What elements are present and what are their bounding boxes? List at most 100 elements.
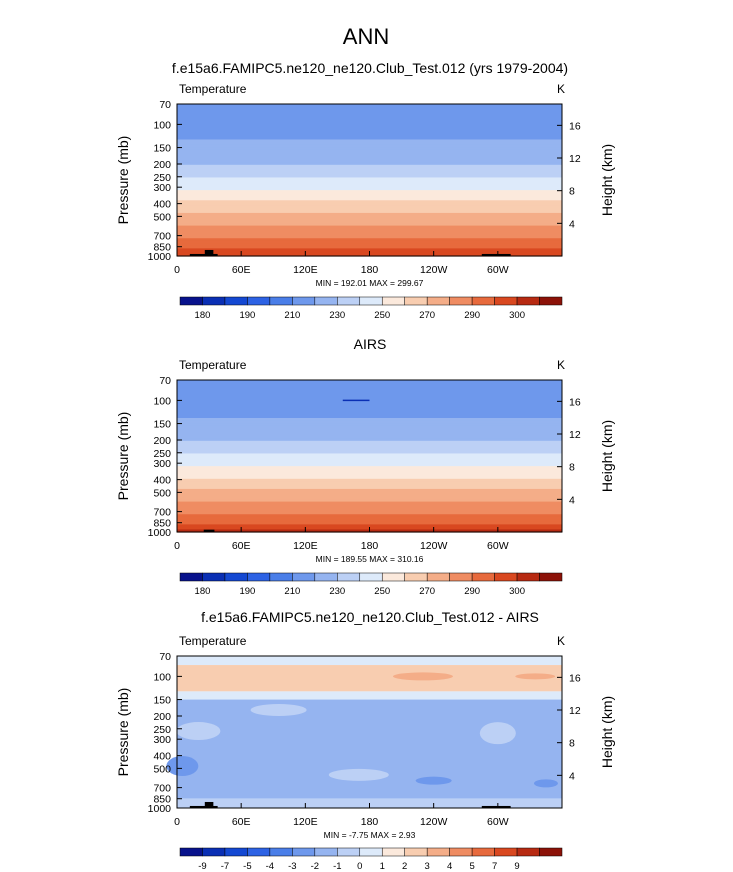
contour-band [177,397,562,401]
colorbar-box [426,296,450,306]
y-tick-label: 150 [153,143,171,155]
contour-band [177,473,562,477]
contour-band [177,218,562,222]
contour-band [177,131,562,135]
variable-label: Temperature [179,358,247,372]
contour-band [177,228,562,232]
contour-region [328,768,389,781]
y-tick-label: 200 [153,711,171,723]
contour-band [177,407,562,411]
contour-region [392,672,453,681]
colorbar-box [179,572,203,582]
min-max-stats: MIN = 192.01 MAX = 299.67 [316,278,424,288]
contour-band [177,177,562,181]
contour-band [177,230,562,234]
colorbar-label: 270 [419,586,435,597]
x-tick-label: 180 [361,540,379,552]
topography-mask [204,801,214,808]
colorbar-label: 5 [469,861,474,872]
contour-band [177,445,562,449]
contour-region [515,673,556,680]
y-tick-label: 850 [153,794,171,806]
colorbar-label: 2 [402,861,407,872]
colorbar-label: -7 [221,861,229,872]
panel-title: f.e15a6.FAMIPC5.ne120_ne120.Club_Test.01… [172,60,568,76]
contour-band [177,461,562,465]
units-label: K [557,358,565,372]
contour-band [177,440,562,444]
colorbar-box [494,572,518,582]
colorbar-label: 230 [329,586,345,597]
contour-band [177,210,562,214]
colorbar-label: 250 [374,310,390,321]
contour-band [177,400,562,404]
y-tick-label: 850 [153,242,171,254]
contour-band [177,164,562,168]
contour-band [177,524,562,528]
contour-region [533,779,558,788]
contour-band [177,491,562,495]
y-axis-title: Pressure (mb) [115,136,131,225]
contour-band [177,109,562,113]
colorbar-box [247,296,271,306]
contour-band [177,174,562,179]
contour-band [177,423,562,427]
colorbar-box [224,847,248,857]
contour-band [177,656,562,666]
topography-mask [203,529,215,532]
contour-band [177,162,562,166]
contour-band [177,483,562,487]
y-axis-right-title: Height (km) [599,696,615,768]
contour-band [177,468,562,472]
colorbar-label: 180 [195,310,211,321]
colorbar-box [292,572,316,582]
colorbar-box [337,847,361,857]
y-tick-label: 500 [153,211,171,223]
colorbar-box [381,296,405,306]
figure-title: ANN [343,24,389,49]
colorbar-box [314,296,338,306]
y-tick-label: 1000 [148,251,172,263]
colorbar-label: 270 [419,310,435,321]
contour-band [177,428,562,432]
contour-band [177,243,562,247]
colorbar-box [314,847,338,857]
contour-band [177,116,562,120]
contour-band [177,119,562,123]
contour-band [177,438,562,442]
contour-band [177,415,562,419]
panel-obs: AIRS Temperature K70100150200250300400500… [115,336,615,597]
contour-band [177,147,562,151]
y-tick-label: 400 [153,199,171,211]
contour-region [479,722,516,745]
contour-band [177,392,562,396]
contour-band [177,223,562,227]
contour-band [177,180,562,184]
y-tick-label: 500 [153,763,171,775]
height-tick-label: 8 [569,186,575,198]
colorbar-label: -3 [288,861,296,872]
contour-band [177,665,562,692]
y-tick-label: 700 [153,783,171,795]
contour-band [177,207,562,211]
contour-band [177,501,562,505]
y-tick-label: 150 [153,419,171,431]
contour-band [177,197,562,201]
y-tick-label: 250 [153,448,171,460]
contour-band [177,121,562,125]
contour-band [177,514,562,518]
x-tick-label: 180 [361,264,379,276]
y-tick-label: 1000 [148,527,172,539]
colorbar-label: 3 [425,861,430,872]
contour-band [177,220,562,224]
topography-mask [481,805,511,808]
contour-band [177,154,562,158]
x-tick-label: 60E [232,540,251,552]
variable-label: Temperature [179,634,247,648]
colorbar-label: 300 [509,310,525,321]
colorbar-box [539,572,563,582]
contour-band [177,410,562,414]
x-tick-label: 120W [420,816,448,828]
x-tick-label: 0 [174,816,180,828]
contour-band [177,385,562,389]
